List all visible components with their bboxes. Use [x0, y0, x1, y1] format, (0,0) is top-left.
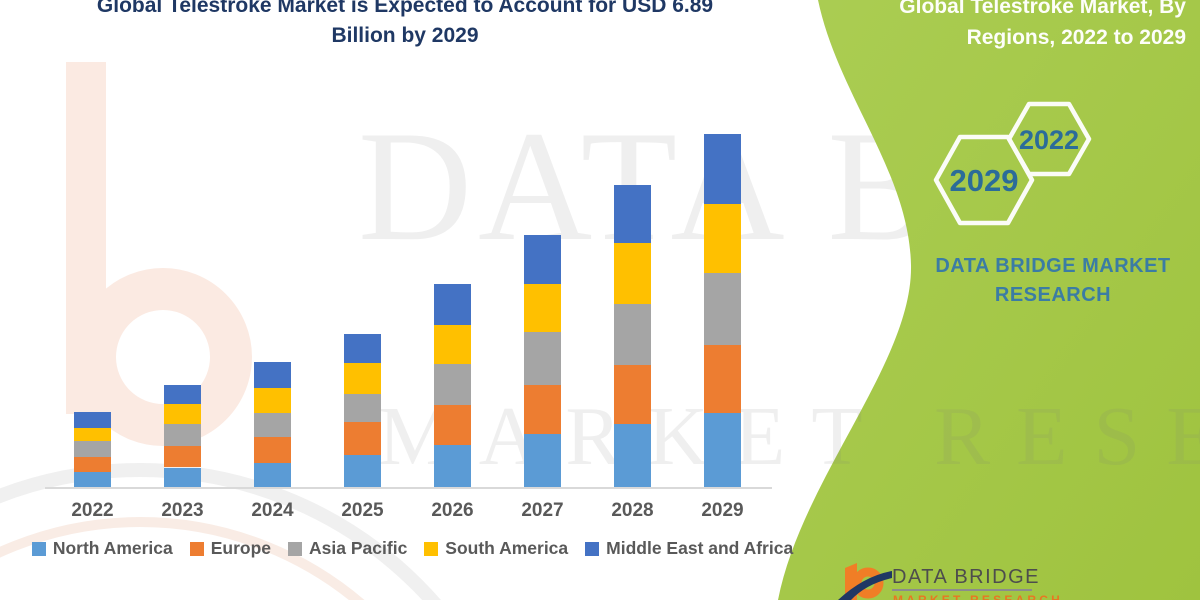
watermark-text-data-bridge: DATA BRIDGE [358, 99, 1200, 274]
bar-segment-europe-2026 [434, 404, 471, 446]
bar-segment-north-america-2028 [614, 424, 651, 487]
bar-segment-north-america-2024 [254, 462, 291, 487]
logo-b-bowl [852, 567, 884, 599]
legend-swatch-icon [288, 541, 303, 556]
panel-brand-line2: RESEARCH [994, 284, 1112, 306]
legend-label: North America [52, 538, 173, 558]
chart-title-line2: Billion by 2029 [331, 24, 479, 47]
bar-segment-middle-east-and-africa-2025 [344, 334, 381, 364]
hexagon-2022 [1006, 101, 1092, 177]
panel-brand-text: DATA BRIDGE MARKET RESEARCH [928, 252, 1178, 310]
bar-segment-asia-pacific-2029 [704, 272, 741, 345]
logo-name: DATA BRIDGE [892, 566, 1041, 588]
x-axis-label-2029: 2029 [701, 500, 744, 521]
legend-label: Asia Pacific [309, 538, 408, 558]
watermark-arc-gray [0, 463, 441, 600]
hexagon-2022-label: 2022 [1019, 125, 1079, 155]
legend-swatch-icon [585, 541, 600, 556]
logo-underline [892, 589, 1032, 591]
watermark-b-stem [66, 62, 106, 414]
x-axis-label-2023: 2023 [161, 500, 204, 521]
chart-title: Global Telestroke Market is Expected to … [55, 0, 755, 51]
x-axis-label-2024: 2024 [251, 500, 294, 521]
logo-swoosh [838, 571, 892, 600]
x-axis-label-2026: 2026 [431, 500, 474, 521]
bar-segment-europe-2025 [344, 422, 381, 456]
x-axis-line [45, 487, 772, 489]
bar-segment-europe-2023 [164, 445, 201, 468]
legend-swatch-icon [31, 541, 46, 556]
bar-segment-asia-pacific-2022 [74, 441, 111, 457]
bar-segment-south-america-2026 [434, 325, 471, 365]
bar-segment-south-america-2022 [74, 428, 111, 442]
legend-item-asia-pacific: Asia Pacific [288, 538, 407, 559]
bar-segment-south-america-2028 [614, 242, 651, 305]
legend-label: Middle East and Africa [606, 538, 794, 558]
legend-item-europe: Europe [189, 538, 272, 559]
watermark-b-bowl [74, 268, 252, 446]
panel-brand-line1: DATA BRIDGE MARKET [935, 255, 1171, 277]
bar-segment-north-america-2025 [344, 455, 381, 487]
bar-segment-south-america-2027 [524, 283, 561, 333]
bar-segment-asia-pacific-2026 [434, 364, 471, 405]
bar-segment-europe-2028 [614, 364, 651, 425]
bar-segment-north-america-2027 [524, 434, 561, 487]
bar-segment-north-america-2026 [434, 445, 471, 487]
bar-segment-europe-2027 [524, 384, 561, 435]
hexagon-2029-label: 2029 [950, 163, 1019, 198]
legend-item-middle-east-and-africa: Middle East and Africa [585, 538, 793, 559]
bar-segment-middle-east-and-africa-2028 [614, 184, 651, 243]
x-axis-label-2022: 2022 [71, 500, 114, 521]
hexagon-2029 [933, 134, 1035, 226]
bar-segment-europe-2024 [254, 437, 291, 463]
x-axis-label-2025: 2025 [341, 500, 384, 521]
bar-segment-middle-east-and-africa-2023 [164, 384, 201, 405]
bar-segment-asia-pacific-2023 [164, 424, 201, 446]
bar-segment-north-america-2023 [164, 467, 201, 487]
watermark-text-market-research: MARKET RESEARCH [378, 390, 1200, 483]
bar-segment-north-america-2022 [74, 471, 111, 487]
bar-segment-middle-east-and-africa-2029 [704, 133, 741, 204]
watermark-arc-peach [0, 517, 365, 600]
bar-segment-middle-east-and-africa-2022 [74, 411, 111, 428]
x-axis-label-2027: 2027 [521, 500, 564, 521]
panel-title-line2: Regions, 2022 to 2029 [966, 26, 1186, 49]
bar-segment-middle-east-and-africa-2024 [254, 362, 291, 388]
bar-segment-south-america-2029 [704, 203, 741, 273]
bar-segment-europe-2022 [74, 456, 111, 472]
bar-segment-asia-pacific-2025 [344, 394, 381, 423]
bar-segment-south-america-2025 [344, 363, 381, 395]
legend-item-north-america: North America [31, 538, 173, 559]
bar-segment-asia-pacific-2027 [524, 332, 561, 385]
legend-label: South America [445, 538, 569, 558]
legend-item-south-america: South America [424, 538, 568, 559]
legend-swatch-icon [424, 541, 439, 556]
legend-swatch-icon [189, 541, 204, 556]
bar-segment-middle-east-and-africa-2026 [434, 284, 471, 326]
bar-segment-middle-east-and-africa-2027 [524, 234, 561, 284]
legend: North America Europe Asia Pacific South Ame… [31, 538, 793, 559]
bar-segment-north-america-2029 [704, 413, 741, 487]
panel-title: Global Telestroke Market, By Regions, 20… [826, 0, 1186, 53]
bar-segment-asia-pacific-2028 [614, 304, 651, 365]
x-axis-label-2028: 2028 [611, 500, 654, 521]
bar-segment-south-america-2024 [254, 387, 291, 414]
bar-segment-south-america-2023 [164, 404, 201, 425]
panel-title-line1: Global Telestroke Market, By [899, 0, 1186, 18]
logo-b-stem [845, 563, 857, 600]
bar-segment-europe-2029 [704, 344, 741, 414]
legend-label: Europe [210, 538, 272, 558]
chart-title-line1: Global Telestroke Market is Expected to … [96, 0, 714, 17]
logo-subtitle: MARKET RESEARCH [893, 593, 1064, 600]
bar-segment-asia-pacific-2024 [254, 413, 291, 438]
